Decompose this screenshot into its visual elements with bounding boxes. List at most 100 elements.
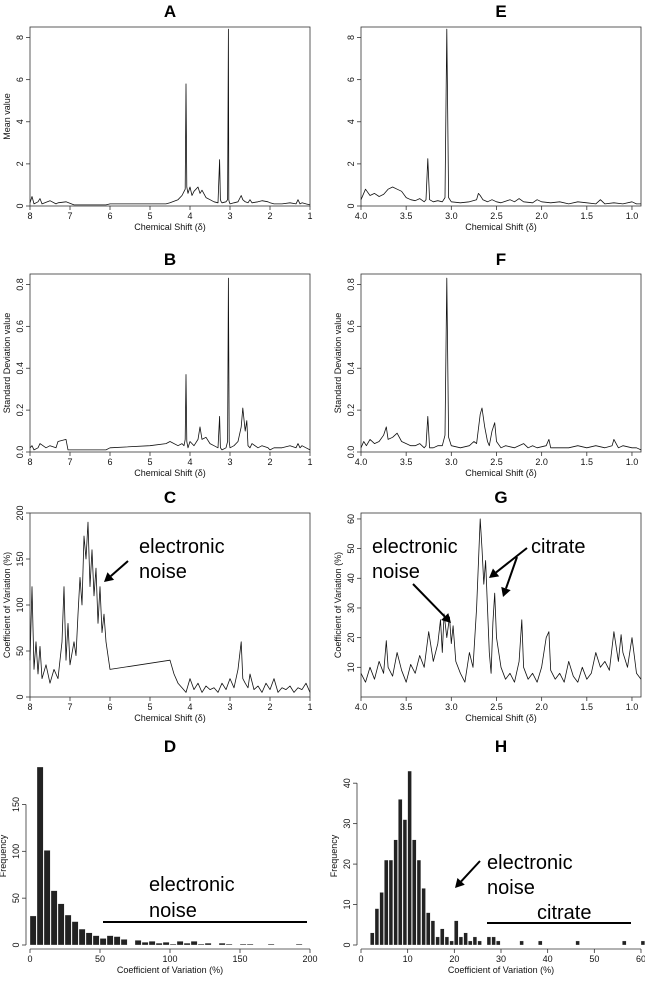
histogram-bar — [57, 903, 65, 946]
plot-frame — [360, 273, 642, 453]
x-tick-label: 2 — [267, 457, 272, 467]
y-tick-label: 0 — [346, 203, 356, 208]
histogram-bar — [384, 859, 389, 946]
annotation-electronic-noise-g-line2: noise — [372, 561, 420, 583]
x-tick-label: 4.0 — [355, 702, 368, 712]
arrow-electronic-noise-h-head — [455, 877, 465, 888]
x-tick-label: 3.5 — [400, 211, 413, 221]
histogram-bar — [78, 928, 86, 946]
x-tick-label: 7 — [67, 457, 72, 467]
histogram-bar — [36, 766, 44, 946]
histogram-bar — [468, 940, 473, 946]
arrow-citrate-g-1-shaft — [495, 547, 528, 574]
y-tick-label: 0.6 — [346, 320, 356, 333]
panel-e: E 4.0 3.5 3.0 2.5 2.0 1.5 1.0 Chemical Shift (δ)… — [346, 2, 642, 232]
panel-a: A 8 7 6 5 4 3 2 1 Chemical Shift (δ) 0 2 4 6 8 Mean val… — [2, 2, 313, 232]
x-tick-label: 2.5 — [490, 211, 503, 221]
y-axis-label: Frequency — [329, 834, 339, 877]
histogram-bar — [183, 942, 191, 946]
x-tick-label: 1.0 — [626, 457, 639, 467]
y-tick-label: 2 — [15, 161, 25, 166]
panel-title: D — [164, 737, 176, 756]
histogram-bar — [393, 839, 398, 946]
x-tick-label: 1 — [307, 702, 312, 712]
histogram-bar — [225, 943, 233, 946]
x-tick-label: 2 — [267, 211, 272, 221]
spectrum-line — [360, 518, 642, 683]
x-tick-label: 30 — [496, 954, 506, 964]
histogram-bar — [402, 819, 408, 946]
spectrum-line — [360, 277, 642, 451]
histogram-bar — [407, 770, 412, 946]
y-tick-label: 6 — [15, 77, 25, 82]
histogram-bar — [85, 932, 93, 946]
y-tick-label: 0.8 — [346, 278, 356, 291]
panel-h: H 0 10 20 30 40 50 60 Coefficient of Variation (… — [329, 737, 645, 975]
x-tick-label: 4.0 — [355, 457, 368, 467]
histogram-bar — [106, 935, 114, 946]
histogram-bar — [43, 850, 51, 946]
y-tick-label: 4 — [15, 119, 25, 124]
histogram-bar — [472, 936, 478, 946]
y-tick-label: 50 — [11, 893, 21, 903]
histogram-bar — [295, 943, 303, 946]
x-tick-label: 4.0 — [355, 211, 368, 221]
histogram-bar — [148, 941, 156, 946]
x-tick-label: 2.0 — [535, 457, 548, 467]
histogram-bar — [435, 936, 440, 946]
y-tick-label: 100 — [11, 844, 21, 859]
x-axis-label: Chemical Shift (δ) — [134, 713, 206, 723]
histogram-bar — [640, 940, 645, 946]
annotation-electronic-noise-g-line1: electronic — [372, 536, 458, 558]
annotation-citrate-g: citrate — [531, 536, 585, 558]
x-axis-label: Chemical Shift (δ) — [134, 222, 206, 232]
x-tick-label: 1.5 — [581, 457, 594, 467]
plot-frame — [360, 26, 642, 207]
x-tick-label: 8 — [27, 702, 32, 712]
x-tick-label: 7 — [67, 702, 72, 712]
annotation-citrate-h: citrate — [537, 902, 591, 924]
y-tick-label: 0 — [15, 203, 25, 208]
y-tick-label: 0.2 — [346, 404, 356, 417]
y-tick-label: 200 — [15, 505, 25, 520]
y-tick-label: 30 — [346, 603, 356, 613]
histogram-bar — [463, 932, 468, 946]
y-tick-label: 40 — [342, 778, 352, 788]
spectrum-line — [360, 28, 641, 205]
arrow-citrate-g-1-head — [489, 568, 500, 578]
histogram-bar — [421, 888, 426, 946]
x-tick-label: 1.0 — [626, 702, 639, 712]
y-tick-label: 0.8 — [15, 278, 25, 291]
y-tick-label: 10 — [346, 662, 356, 672]
histogram-bar — [449, 940, 454, 946]
y-axis-label: Standard Deviation value — [2, 313, 12, 414]
histogram-bar — [197, 943, 205, 946]
x-tick-label: 0 — [358, 954, 363, 964]
y-tick-label: 0.4 — [346, 362, 356, 375]
histogram-bar — [398, 799, 403, 946]
panel-d: D 0 50 100 150 200 Coefficient of Variation (%… — [0, 737, 318, 975]
y-tick-label: 40 — [346, 573, 356, 583]
spectrum-line — [29, 521, 311, 693]
histogram-bar — [416, 859, 422, 946]
x-tick-label: 5 — [147, 211, 152, 221]
histogram-bar — [430, 920, 436, 946]
annotation-electronic-noise-h-line1: electronic — [487, 852, 573, 874]
histogram-bar — [388, 859, 394, 946]
x-tick-label: 3 — [227, 211, 232, 221]
histogram-bar — [162, 942, 170, 946]
histogram-bar — [50, 890, 58, 946]
y-tick-label: 0.0 — [15, 446, 25, 459]
y-tick-label: 0.6 — [15, 320, 25, 333]
arrow-citrate-g-2-shaft — [505, 556, 518, 589]
x-tick-label: 5 — [147, 457, 152, 467]
arrow-electronic-noise-c-head — [104, 572, 115, 582]
histogram-bar — [204, 942, 212, 946]
y-axis-label: Coefficient of Variation (%) — [333, 552, 343, 658]
histogram-bar — [29, 915, 37, 946]
annotation-electronic-noise-d-line2: noise — [149, 900, 197, 922]
x-tick-label: 50 — [589, 954, 599, 964]
histogram-bar — [141, 942, 149, 946]
x-tick-label: 150 — [232, 954, 247, 964]
